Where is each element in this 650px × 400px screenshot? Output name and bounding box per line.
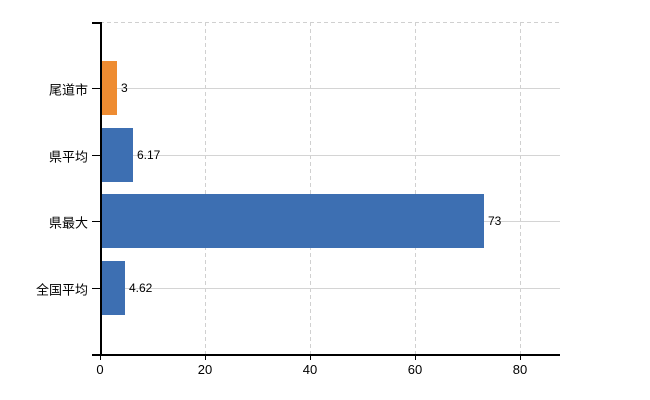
bar-value-label: 3 [121,81,128,95]
x-tick [100,356,101,360]
gridline-vertical [415,22,416,354]
category-label: 全国平均 [35,282,88,298]
bar [101,261,125,315]
gridline-horizontal [101,155,560,156]
y-axis-top-tick [92,22,100,24]
x-tick [205,356,206,360]
gridline-vertical [205,22,206,354]
category-tick [92,288,100,289]
bar-value-label: 6.17 [137,148,161,162]
gridline-horizontal [101,88,560,89]
category-tick [92,88,100,89]
x-tick-label: 80 [512,362,528,377]
x-tick [310,356,311,360]
category-tick [92,221,100,222]
bar [101,194,484,248]
y-axis [100,22,102,354]
bar-value-label: 73 [488,214,502,228]
x-tick [415,356,416,360]
bar [101,128,133,182]
x-tick-label: 0 [96,362,104,377]
x-tick-label: 60 [407,362,423,377]
gridline-vertical [310,22,311,354]
x-tick-label: 20 [197,362,213,377]
category-label: 県平均 [48,149,88,165]
category-tick [92,155,100,156]
gridline-vertical [520,22,521,354]
x-tick-label: 40 [302,362,318,377]
gridline-horizontal [101,288,560,289]
x-axis [92,354,560,356]
bar-value-label: 4.62 [129,281,153,295]
x-tick [520,356,521,360]
category-label: 県最大 [48,215,88,231]
plot-top-border [100,22,560,23]
bar [101,61,117,115]
category-label: 尾道市 [48,82,88,98]
